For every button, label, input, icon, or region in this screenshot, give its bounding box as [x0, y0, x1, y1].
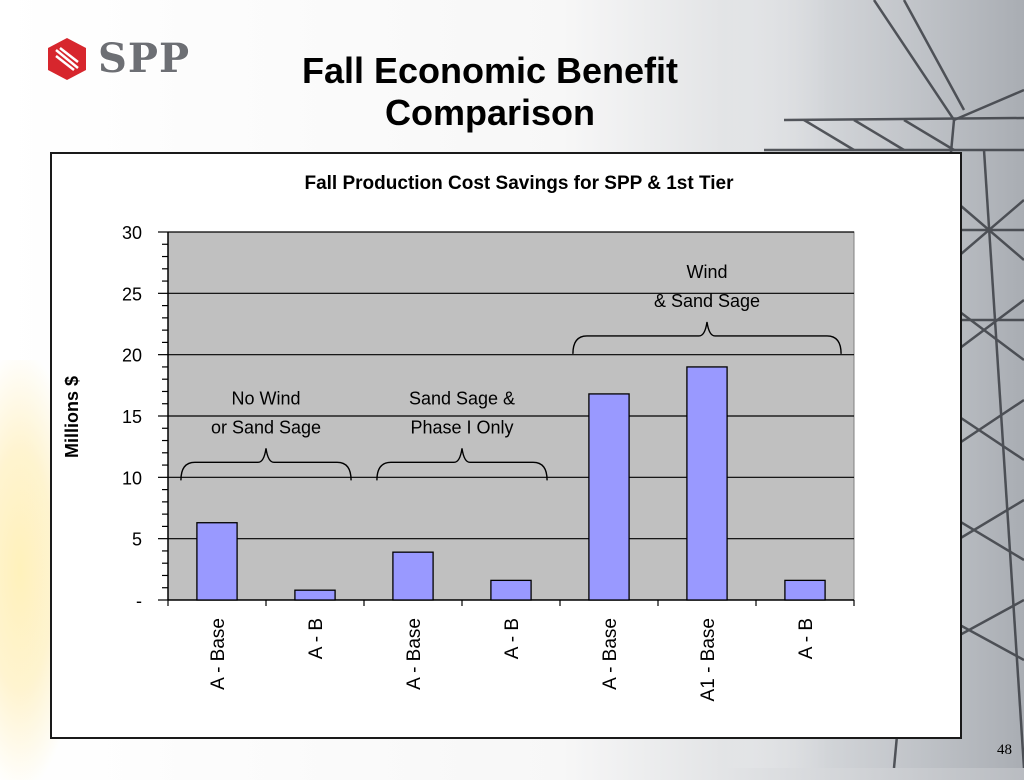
- bar: [588, 393, 630, 601]
- slide-title-line-1: Fall Economic Benefit: [301, 50, 679, 91]
- slide-title: Fall Economic Benefit Comparison: [220, 50, 760, 134]
- bar: [490, 579, 532, 601]
- bar: [392, 551, 434, 601]
- plot-area: - 5 10 15 20 25 30 A - Base A - B A - Base A - B A …: [122, 223, 855, 701]
- x-tick-label: A - B: [502, 618, 523, 659]
- chart-frame: Fall Production Cost Savings for SPP & 1…: [50, 152, 962, 739]
- x-tick-label: A1 - Base: [698, 618, 719, 701]
- x-tick-label: A - B: [796, 618, 817, 659]
- x-tick-label: A - Base: [404, 618, 425, 690]
- group-brace: [376, 448, 548, 481]
- group-brace: [180, 448, 352, 481]
- group-brace: [572, 321, 842, 354]
- bar: [686, 366, 728, 601]
- y-tick-label: 20: [122, 346, 142, 366]
- y-tick-label: 15: [122, 407, 142, 427]
- spp-logo-icon: [48, 38, 86, 80]
- group-label-line-2: or Sand Sage: [211, 417, 321, 437]
- y-tick-label: 5: [132, 530, 142, 550]
- y-tick-label: -: [136, 591, 142, 611]
- bar: [294, 589, 336, 601]
- y-axis-label: Millions $: [62, 376, 82, 458]
- y-tick-label: 25: [122, 284, 142, 304]
- x-tick-label: A - B: [306, 618, 327, 659]
- y-tick-label: 30: [122, 223, 142, 243]
- group-label-line-1: No Wind: [231, 388, 300, 408]
- x-tick-label: A - Base: [208, 618, 229, 690]
- group-label-line-2: & Sand Sage: [654, 291, 760, 311]
- group-label-line-1: Wind: [686, 262, 727, 282]
- chart-title: Fall Production Cost Savings for SPP & 1…: [304, 173, 734, 194]
- bar: [784, 579, 826, 601]
- bar-chart: Fall Production Cost Savings for SPP & 1…: [62, 173, 855, 701]
- bar: [196, 522, 238, 601]
- slide-title-line-2: Comparison: [384, 92, 596, 133]
- spp-logo: SPP: [44, 36, 190, 82]
- group-label-line-1: Sand Sage &: [409, 388, 515, 408]
- page-number: 48: [997, 742, 1012, 758]
- x-tick-label: A - Base: [600, 618, 621, 690]
- y-tick-label: 10: [122, 468, 142, 488]
- group-label-line-2: Phase I Only: [410, 417, 513, 437]
- logo-text: SPP: [98, 35, 191, 82]
